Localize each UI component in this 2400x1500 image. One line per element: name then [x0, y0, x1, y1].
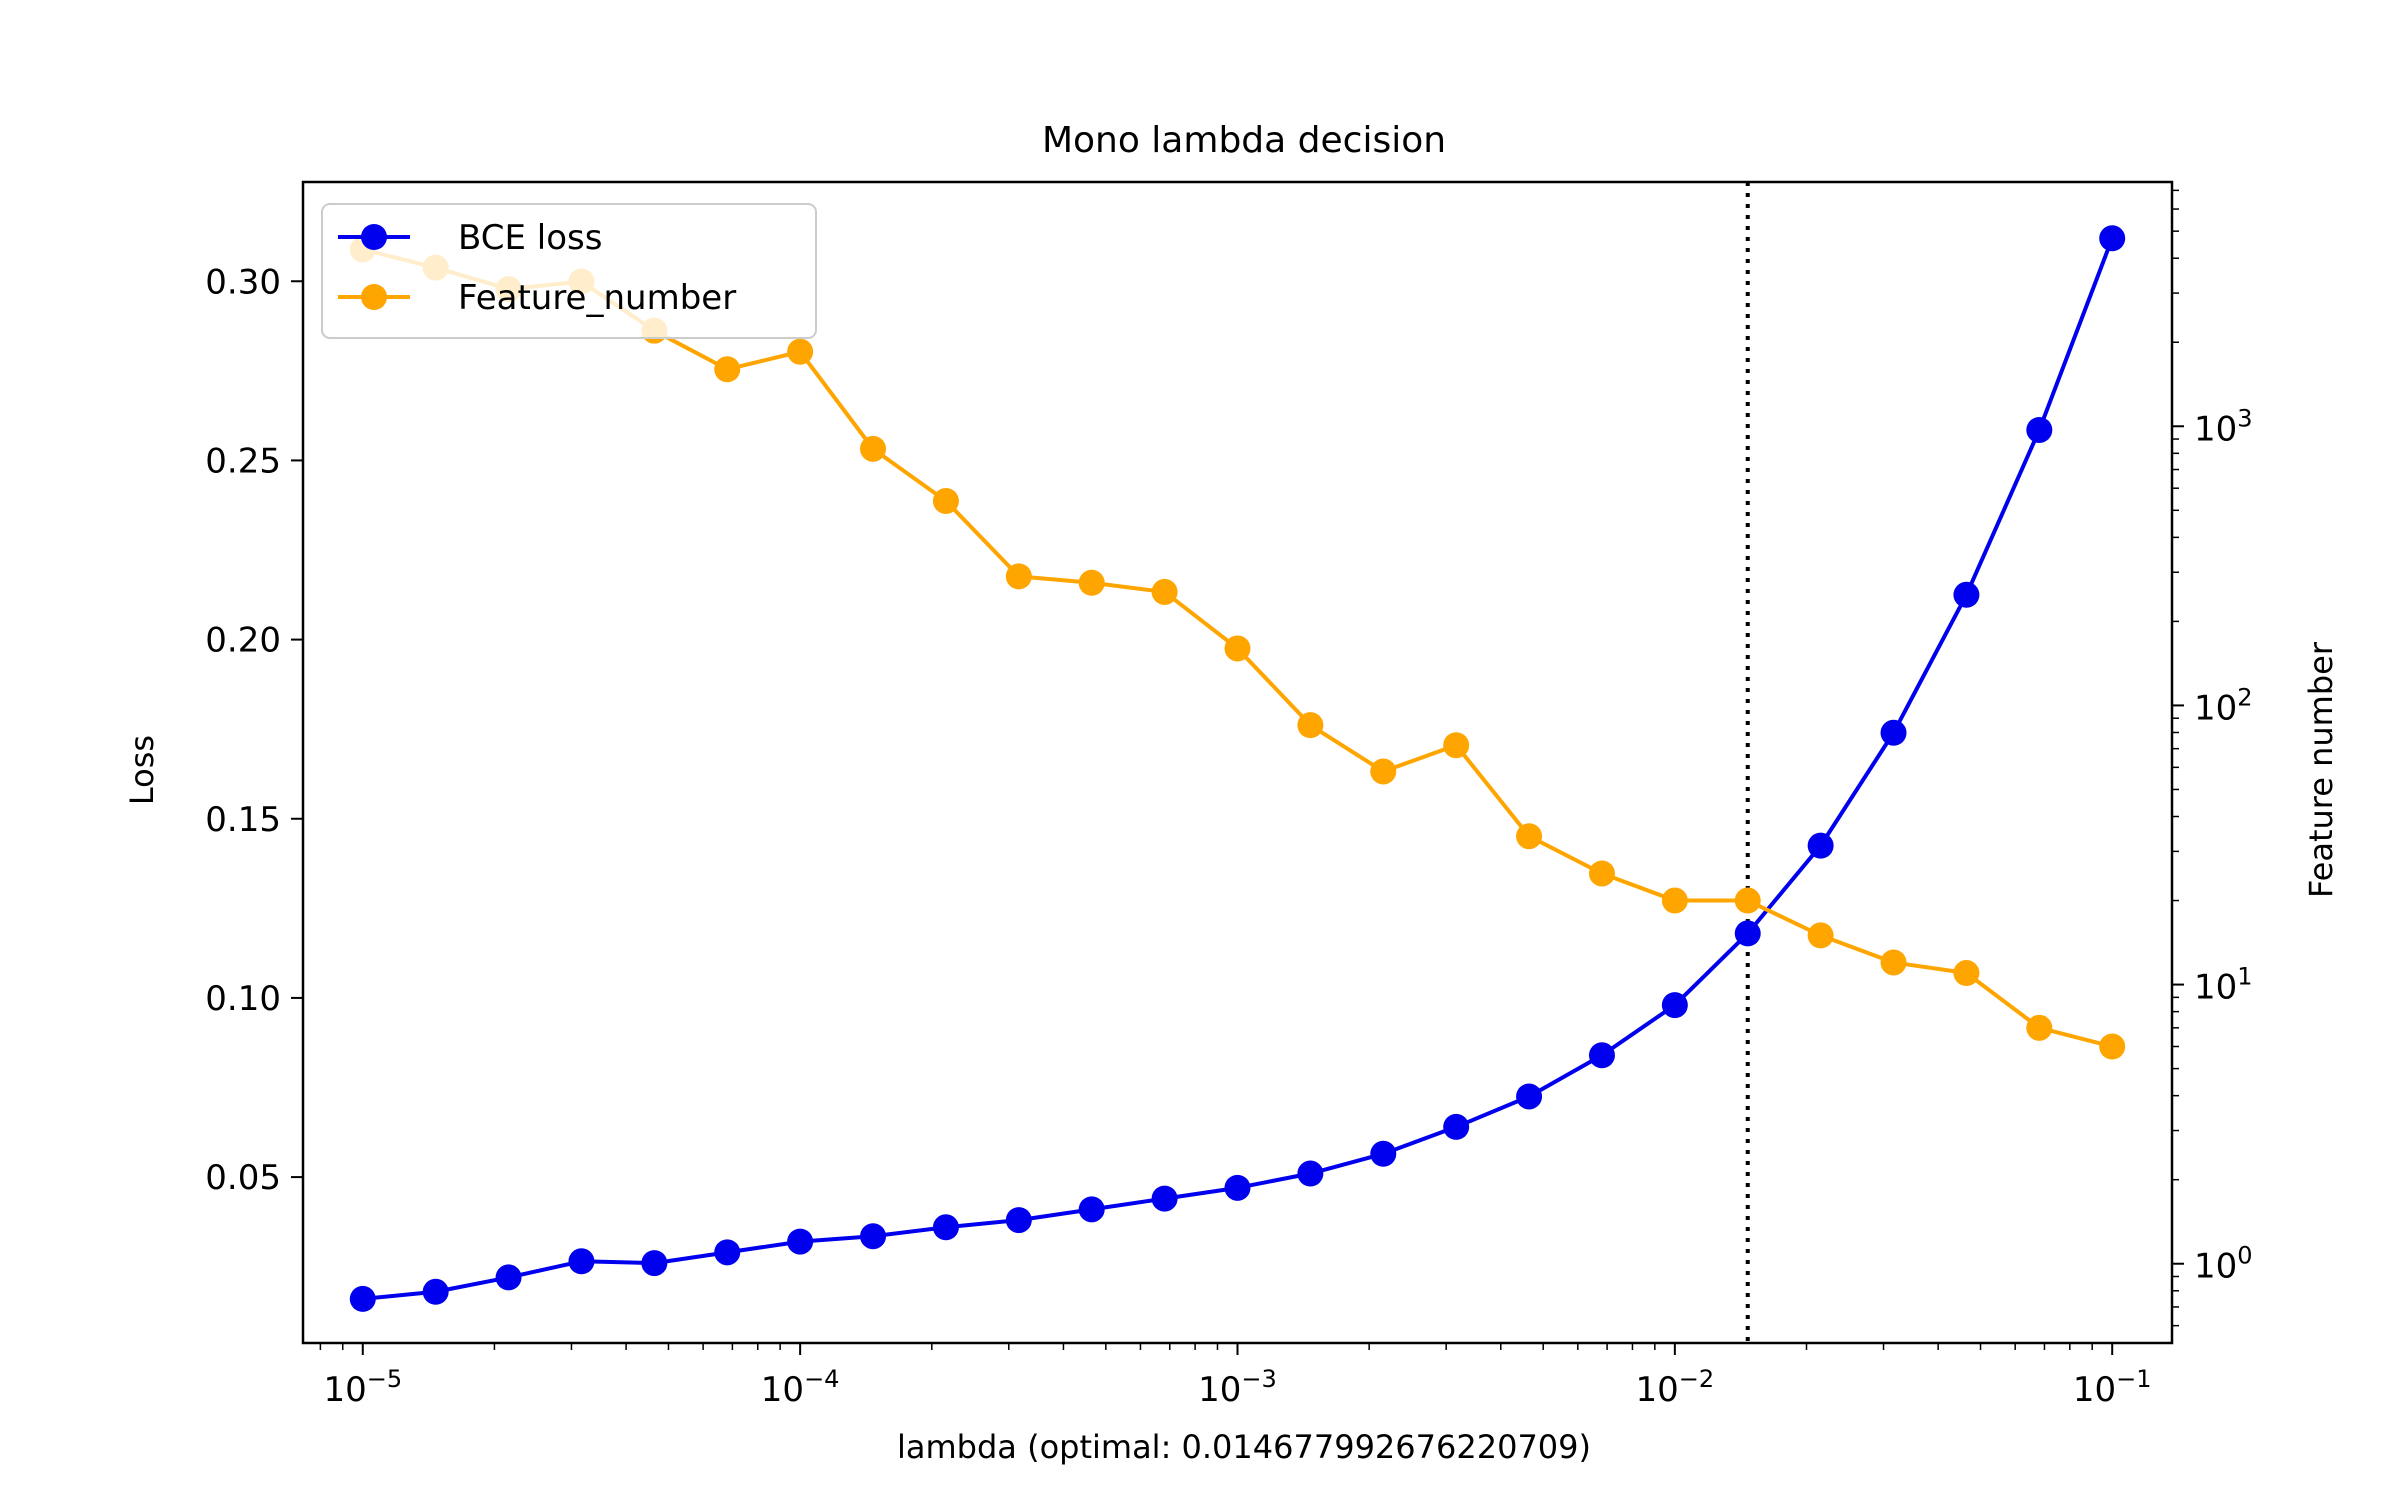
- y-left-tick-label: 0.20: [205, 621, 281, 661]
- data-point-bce-loss: [2026, 416, 2053, 443]
- legend-marker-feature-number: [361, 284, 387, 310]
- data-point-bce-loss: [2099, 225, 2126, 252]
- data-point-feature-number: [1880, 949, 1907, 976]
- y-left-tick-label: 0.05: [205, 1158, 281, 1198]
- y-left-tick-label: 0.25: [205, 441, 281, 481]
- x-tick-label: 10−1: [2073, 1365, 2152, 1410]
- data-point-bce-loss: [1588, 1042, 1615, 1069]
- legend-box: [321, 203, 817, 339]
- data-point-bce-loss: [714, 1239, 741, 1266]
- data-point-bce-loss: [1078, 1196, 1105, 1223]
- legend-marker-bce-loss: [361, 224, 387, 250]
- data-point-feature-number: [787, 338, 814, 365]
- legend-label-feature-number: Feature_number: [458, 278, 736, 318]
- data-point-feature-number: [2099, 1033, 2126, 1060]
- data-point-bce-loss: [1516, 1083, 1543, 1110]
- data-point-feature-number: [1734, 887, 1761, 914]
- data-point-bce-loss: [1953, 581, 1980, 608]
- data-point-bce-loss: [1151, 1185, 1178, 1212]
- data-point-feature-number: [860, 435, 887, 462]
- data-point-feature-number: [1151, 578, 1178, 605]
- data-point-feature-number: [714, 356, 741, 383]
- data-point-feature-number: [1516, 823, 1543, 850]
- x-tick-label: 10−5: [323, 1365, 402, 1410]
- data-point-bce-loss: [1807, 832, 1834, 859]
- data-point-feature-number: [1297, 712, 1324, 739]
- y-left-tick-label: 0.15: [205, 800, 281, 840]
- x-axis-label: lambda (optimal: 0.014677992676220709): [897, 1428, 1591, 1466]
- data-point-bce-loss: [1297, 1160, 1324, 1187]
- y-axis-right-label: Feature number: [2302, 641, 2340, 898]
- x-tick-label: 10−2: [1636, 1365, 1715, 1410]
- data-point-bce-loss: [860, 1223, 887, 1250]
- data-point-feature-number: [1078, 569, 1105, 596]
- data-point-feature-number: [2026, 1014, 2053, 1041]
- y-right-tick-label: 103: [2194, 404, 2253, 449]
- data-point-bce-loss: [1005, 1207, 1032, 1234]
- y-right-tick-label: 101: [2194, 963, 2253, 1008]
- data-point-feature-number: [932, 487, 959, 514]
- data-point-feature-number: [1661, 887, 1688, 914]
- data-point-feature-number: [1005, 563, 1032, 590]
- data-point-bce-loss: [1370, 1140, 1397, 1167]
- x-tick-label: 10−4: [761, 1365, 840, 1410]
- legend-label-bce-loss: BCE loss: [458, 218, 602, 258]
- data-point-feature-number: [1224, 635, 1251, 662]
- data-point-bce-loss: [349, 1285, 376, 1312]
- data-point-feature-number: [1807, 922, 1834, 949]
- data-point-bce-loss: [641, 1250, 668, 1277]
- data-point-feature-number: [1443, 732, 1470, 759]
- data-point-feature-number: [1370, 758, 1397, 785]
- y-left-tick-label: 0.30: [205, 262, 281, 302]
- data-point-bce-loss: [568, 1248, 595, 1275]
- chart-title: Mono lambda decision: [1042, 120, 1446, 161]
- data-point-bce-loss: [932, 1214, 959, 1241]
- legend: BCE loss Feature_number: [321, 203, 817, 339]
- data-point-bce-loss: [1443, 1113, 1470, 1140]
- data-point-bce-loss: [787, 1228, 814, 1255]
- y-right-tick-label: 102: [2194, 683, 2253, 728]
- x-tick-label: 10−3: [1198, 1365, 1277, 1410]
- y-axis-left-label: Loss: [123, 735, 161, 805]
- y-left-tick-label: 0.10: [205, 979, 281, 1019]
- axes: 10−5 10−4 10−3 10−2 10−1 0.05 0.10 0.15 0.20 0.25…: [205, 180, 2253, 1410]
- data-point-bce-loss: [1661, 992, 1688, 1019]
- y-right-tick-label: 100: [2194, 1242, 2253, 1287]
- data-point-bce-loss: [1734, 920, 1761, 947]
- data-point-bce-loss: [1224, 1174, 1251, 1201]
- data-point-bce-loss: [422, 1278, 449, 1305]
- data-point-bce-loss: [495, 1264, 522, 1291]
- data-point-bce-loss: [1880, 719, 1907, 746]
- data-point-feature-number: [1588, 860, 1615, 887]
- data-point-feature-number: [1953, 960, 1980, 987]
